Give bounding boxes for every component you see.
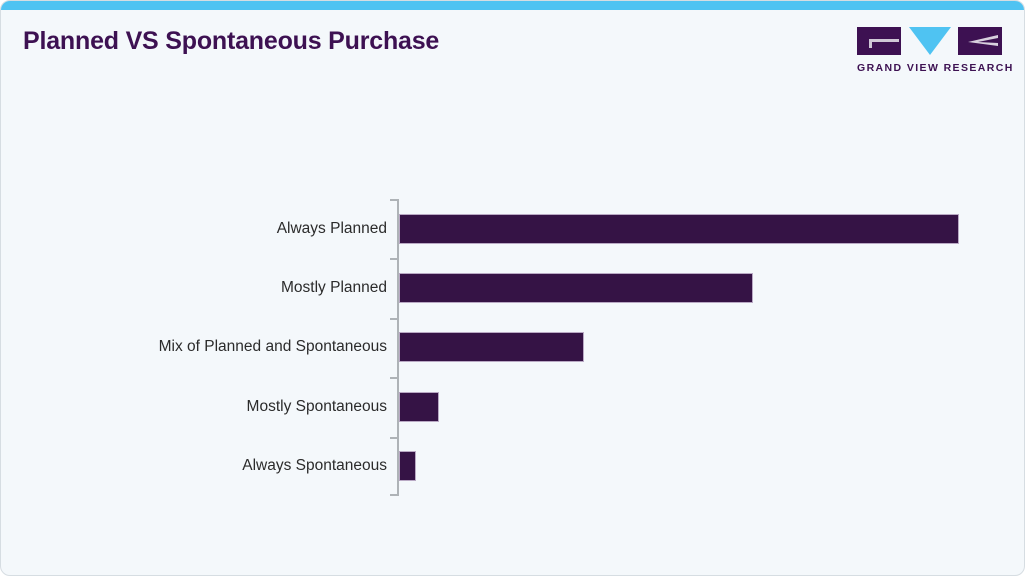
chart-row: Always Spontaneous xyxy=(101,436,961,496)
logo-mark-left-icon xyxy=(857,27,901,55)
chart-row: Mostly Planned xyxy=(101,258,961,317)
bar-value[interactable] xyxy=(399,213,959,244)
logo-wordmark: GRAND VIEW RESEARCH xyxy=(857,62,1014,74)
y-axis-bottom-cap xyxy=(390,494,399,496)
y-axis-tick xyxy=(390,436,399,439)
logo-marks xyxy=(857,27,1002,57)
category-label: Always Spontaneous xyxy=(242,457,387,475)
bar-track xyxy=(399,273,959,304)
bar-chart: Always Planned Mostly Planned Mix of Pla… xyxy=(1,191,1024,511)
bar-value[interactable] xyxy=(399,332,584,363)
category-label: Mostly Spontaneous xyxy=(246,397,387,415)
bar-track xyxy=(399,213,959,244)
brand-logo: GRAND VIEW RESEARCH xyxy=(857,27,1014,74)
top-accent-bar xyxy=(1,1,1024,10)
bar-value[interactable] xyxy=(399,451,417,482)
bar-rows: Always Planned Mostly Planned Mix of Pla… xyxy=(101,199,961,496)
y-axis-top-cap xyxy=(390,199,399,201)
bar-track xyxy=(399,451,959,482)
bar-value[interactable] xyxy=(399,391,439,422)
chart-row: Mostly Spontaneous xyxy=(101,377,961,436)
y-axis-tick xyxy=(390,258,399,261)
chart-row: Mix of Planned and Spontaneous xyxy=(101,317,961,377)
bar-track xyxy=(399,332,959,363)
bar-track xyxy=(399,391,959,422)
category-label: Always Planned xyxy=(276,219,387,237)
plot-area: Always Planned Mostly Planned Mix of Pla… xyxy=(101,191,961,501)
chart-row: Always Planned xyxy=(101,199,961,258)
y-axis-tick xyxy=(390,377,399,380)
logo-triangle-icon xyxy=(908,27,951,55)
category-label: Mix of Planned and Spontaneous xyxy=(158,338,387,356)
y-axis-tick xyxy=(390,317,399,320)
bar-value[interactable] xyxy=(399,273,753,304)
page-title: Planned VS Spontaneous Purchase xyxy=(23,27,440,55)
y-axis-line xyxy=(397,199,399,496)
category-label: Mostly Planned xyxy=(281,279,387,297)
logo-mark-right-icon xyxy=(958,27,1002,55)
